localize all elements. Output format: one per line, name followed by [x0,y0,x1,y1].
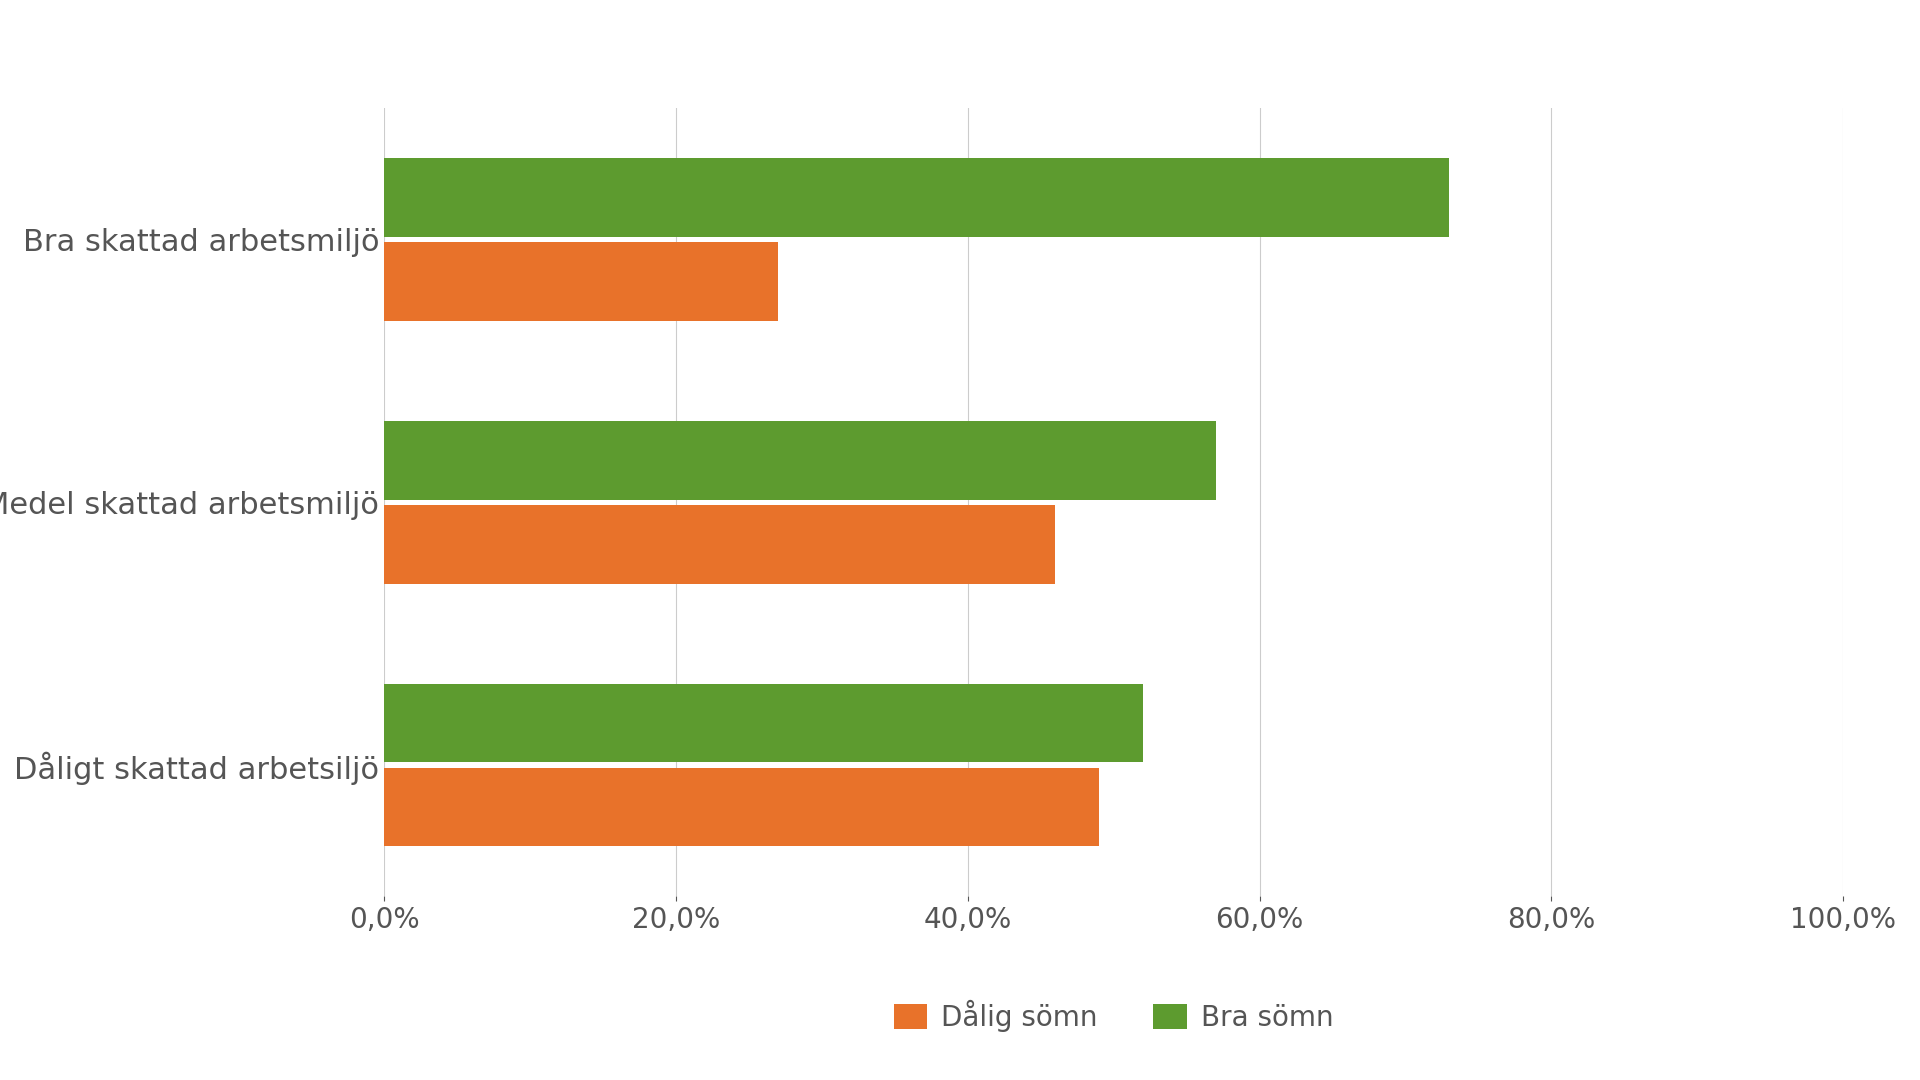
Legend: Dålig sömn, Bra sömn: Dålig sömn, Bra sömn [883,989,1344,1043]
Bar [384,421,1215,500]
Bar [384,158,1450,237]
Bar [384,768,1098,847]
Bar [384,684,1142,762]
Bar [384,504,1056,583]
Bar [384,242,778,321]
